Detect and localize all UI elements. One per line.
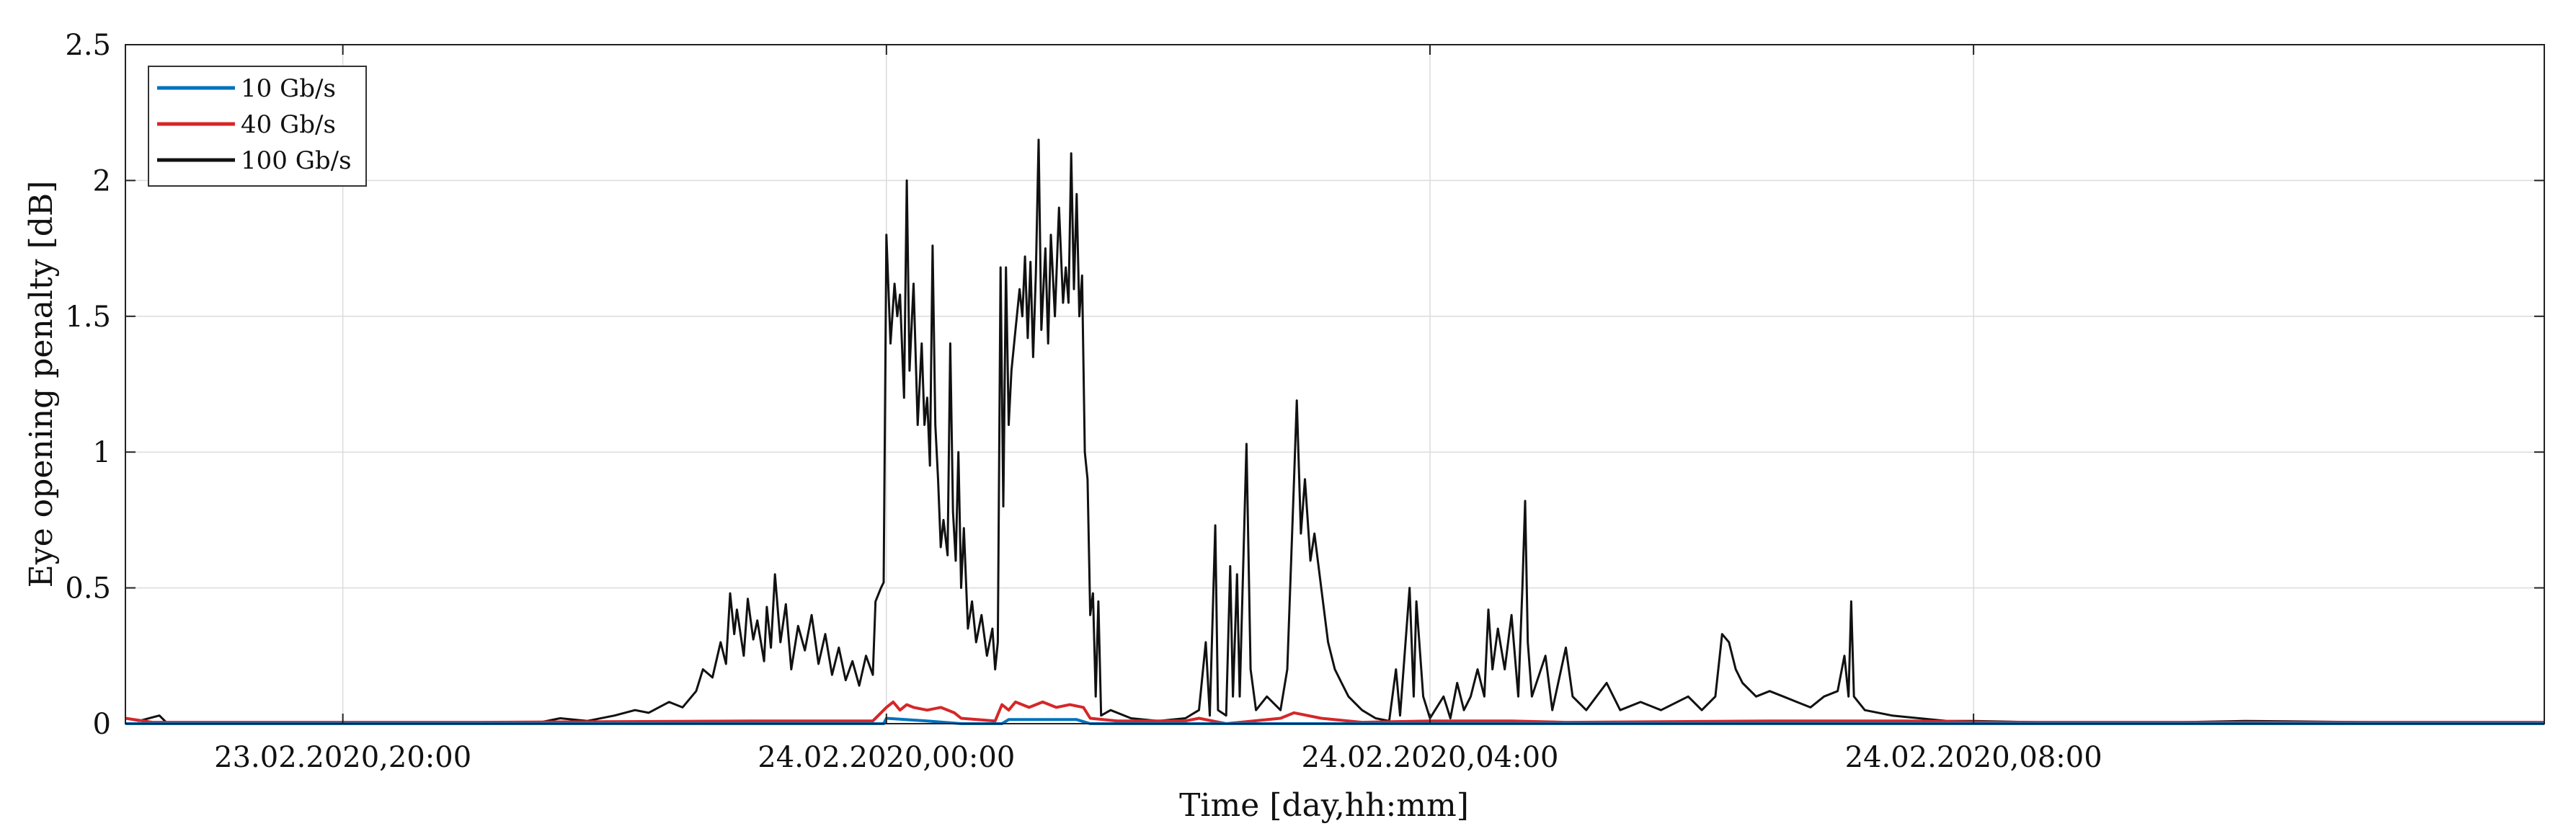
y-tick-label: 1 (93, 436, 111, 469)
x-tick-label: 24.02.2020,04:00 (1301, 741, 1558, 774)
x-axis-label: Time [day,hh:mm] (1179, 787, 1469, 824)
x-tick-label: 24.02.2020,00:00 (758, 741, 1015, 774)
x-tick-label: 23.02.2020,20:00 (214, 741, 471, 774)
y-tick-label: 2.5 (65, 29, 111, 62)
plot-area (125, 45, 2544, 724)
y-axis-label: Eye opening penalty [dB] (23, 181, 60, 588)
axis-ticks (125, 44, 2544, 724)
legend-label: 10 Gb/s (241, 74, 336, 103)
grid-lines (125, 45, 2544, 724)
y-tick-label: 2 (93, 164, 111, 197)
legend-label: 40 Gb/s (241, 110, 336, 139)
legend: 10 Gb/s 40 Gb/s 100 Gb/s (148, 66, 367, 187)
tick-labels: 0 0.5 1 1.5 2 2.5 23.02.2020,20:00 24.02.2020,0… (65, 29, 2102, 774)
y-tick-label: 0 (93, 708, 111, 741)
legend-label: 100 Gb/s (241, 146, 352, 175)
series-line-100-gb-s (125, 138, 2544, 725)
series-line-40-gb-s (125, 700, 2544, 725)
y-tick-label: 0.5 (65, 572, 111, 605)
plot-frame (125, 44, 2545, 724)
x-tick-label: 24.02.2020,08:00 (1845, 741, 2102, 774)
y-tick-label: 1.5 (65, 301, 111, 334)
